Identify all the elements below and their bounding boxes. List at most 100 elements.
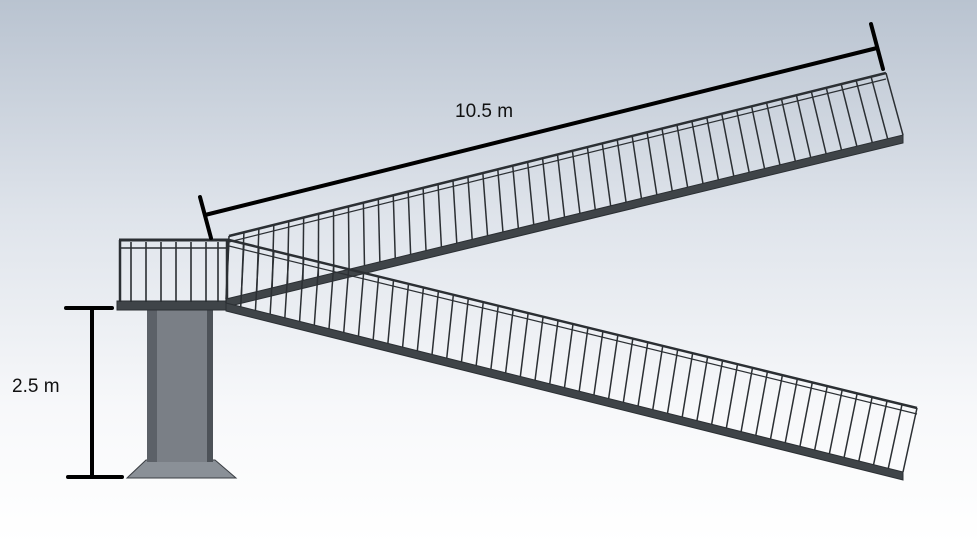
- lower-ramp-baluster: [755, 371, 769, 436]
- upper-ramp-baluster: [616, 139, 627, 203]
- lower-ramp-baluster: [843, 393, 858, 458]
- lower-ramp-baluster: [799, 382, 814, 447]
- ramp-length-dimension-line: [203, 46, 879, 217]
- lower-ramp-baluster: [681, 353, 694, 418]
- lower-ramp-baluster: [446, 294, 455, 359]
- lower-ramp-baluster: [563, 323, 574, 388]
- lower-ramp-handrail: [228, 238, 918, 410]
- lower-ramp-baluster: [534, 316, 544, 381]
- lower-ramp-baluster: [298, 258, 305, 322]
- lower-ramp-baluster: [872, 400, 888, 465]
- upper-ramp-baluster: [885, 72, 904, 136]
- lower-ramp-baluster: [328, 265, 335, 329]
- upper-ramp-deck: [225, 134, 904, 308]
- column-edge: [207, 308, 213, 462]
- lower-ramp-baluster: [902, 407, 918, 473]
- upper-ramp-baluster: [601, 143, 612, 206]
- lower-ramp-baluster: [254, 247, 260, 311]
- upper-ramp-baluster: [706, 117, 720, 180]
- lower-ramp-baluster: [887, 404, 903, 469]
- upper-ramp-baluster: [780, 98, 797, 162]
- upper-ramp-baluster: [810, 91, 827, 154]
- lower-ramp-baluster: [725, 364, 739, 429]
- lower-ramp-baluster: [372, 276, 380, 340]
- lower-ramp-baluster: [710, 360, 724, 425]
- lower-ramp-baluster: [828, 389, 843, 454]
- upper-ramp-baluster: [362, 202, 366, 266]
- lower-ramp-baluster: [696, 356, 709, 421]
- upper-ramp-baluster: [691, 121, 704, 184]
- lower-ramp-baluster: [269, 250, 275, 315]
- lower-ramp-baluster: [225, 239, 230, 304]
- ramp-length-tick-start: [198, 195, 213, 240]
- platform-railing: [118, 238, 229, 302]
- upper-ramp-baluster: [571, 150, 581, 214]
- lower-ramp-baluster: [342, 269, 350, 333]
- upper-ramp-baluster: [437, 184, 443, 247]
- upper-ramp-baluster: [452, 180, 458, 244]
- lower-ramp-baluster: [475, 302, 485, 366]
- upper-ramp-baluster: [467, 176, 473, 240]
- upper-ramp-baluster: [541, 158, 550, 221]
- platform-balusters: [130, 242, 219, 302]
- lower-ramp-midrail: [228, 245, 918, 415]
- upper-ramp-baluster: [497, 169, 504, 232]
- upper-ramp-baluster: [392, 195, 396, 259]
- upper-ramp-baluster: [750, 106, 766, 169]
- lower-ramp-baluster: [740, 367, 754, 432]
- lower-ramp-baluster: [239, 243, 245, 307]
- upper-ramp-handrail: [228, 71, 887, 238]
- lower-ramp-baluster: [490, 305, 499, 370]
- lower-ramp-baluster: [666, 349, 679, 414]
- support-column: [147, 308, 213, 462]
- lower-ramp: [225, 238, 918, 481]
- upper-ramp-baluster: [840, 83, 858, 147]
- upper-ramp-baluster: [735, 109, 750, 173]
- lower-ramp-baluster: [460, 298, 470, 362]
- upper-ramp-baluster: [556, 154, 566, 218]
- upper-ramp-baluster: [870, 76, 889, 139]
- lower-ramp-baluster: [313, 261, 320, 326]
- upper-ramp-baluster: [511, 165, 520, 229]
- lower-ramp-baluster: [387, 280, 395, 344]
- column-shade: [147, 308, 157, 462]
- lower-ramp-baluster: [284, 254, 290, 318]
- upper-ramp-baluster: [646, 132, 658, 195]
- upper-ramp-baluster: [631, 135, 643, 199]
- upper-ramp: [225, 71, 904, 308]
- column-base: [125, 459, 238, 479]
- tower-height-label: 2.5 m: [12, 376, 60, 397]
- lower-ramp-baluster: [401, 283, 410, 348]
- lower-ramp-baluster: [607, 334, 619, 399]
- upper-ramp-baluster: [795, 95, 812, 158]
- lower-ramp-baluster: [578, 327, 589, 392]
- upper-ramp-baluster: [347, 206, 350, 270]
- upper-ramp-baluster: [407, 191, 412, 255]
- upper-ramp-baluster: [825, 87, 843, 151]
- lower-ramp-baluster: [357, 272, 365, 337]
- upper-ramp-baluster: [422, 187, 427, 251]
- lower-ramp-baluster: [637, 342, 649, 406]
- ramp-length-label: 10.5 m: [455, 101, 514, 122]
- lower-ramp-baluster: [652, 345, 664, 410]
- upper-ramp-baluster: [765, 102, 781, 165]
- lower-ramp-baluster: [519, 312, 529, 377]
- ramp-length-tick-end: [869, 22, 885, 71]
- lower-ramp-baluster: [784, 378, 799, 443]
- lower-ramp-baluster: [858, 396, 873, 462]
- upper-ramp-baluster: [377, 198, 381, 262]
- upper-ramp-midrail: [228, 78, 887, 243]
- tower-height-dimension: [64, 306, 124, 479]
- upper-ramp-baluster: [676, 124, 689, 188]
- lower-ramp-baluster: [769, 374, 784, 440]
- lower-ramp-baluster: [549, 320, 559, 384]
- upper-ramp-baluster: [526, 161, 535, 225]
- lower-ramp-baluster: [504, 309, 514, 373]
- upper-ramp-baluster: [482, 172, 489, 236]
- lower-ramp-baluster: [416, 287, 425, 351]
- upper-ramp-baluster: [661, 128, 673, 192]
- upper-ramp-baluster: [855, 80, 873, 143]
- upper-ramp-baluster: [721, 113, 735, 177]
- platform-deck: [116, 300, 230, 311]
